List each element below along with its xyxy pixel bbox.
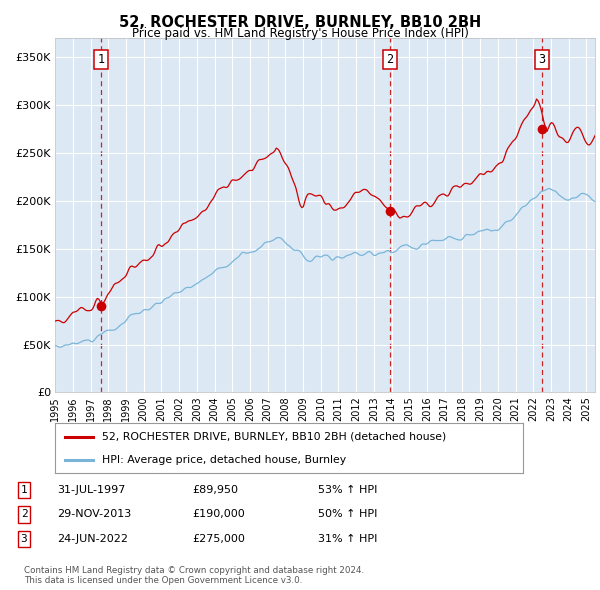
Text: 52, ROCHESTER DRIVE, BURNLEY, BB10 2BH: 52, ROCHESTER DRIVE, BURNLEY, BB10 2BH [119,15,481,30]
Text: 2: 2 [386,53,394,66]
Text: 31% ↑ HPI: 31% ↑ HPI [318,535,377,544]
Text: £275,000: £275,000 [192,535,245,544]
Text: 53% ↑ HPI: 53% ↑ HPI [318,485,377,494]
Text: 2: 2 [20,510,28,519]
Text: 1: 1 [97,53,104,66]
Text: Price paid vs. HM Land Registry's House Price Index (HPI): Price paid vs. HM Land Registry's House … [131,27,469,40]
Text: 50% ↑ HPI: 50% ↑ HPI [318,510,377,519]
Text: 3: 3 [20,535,28,544]
Text: HPI: Average price, detached house, Burnley: HPI: Average price, detached house, Burn… [102,455,346,465]
Text: 24-JUN-2022: 24-JUN-2022 [57,535,128,544]
Text: Contains HM Land Registry data © Crown copyright and database right 2024.
This d: Contains HM Land Registry data © Crown c… [24,566,364,585]
Text: 1: 1 [20,485,28,494]
Text: 52, ROCHESTER DRIVE, BURNLEY, BB10 2BH (detached house): 52, ROCHESTER DRIVE, BURNLEY, BB10 2BH (… [102,431,446,441]
Text: £89,950: £89,950 [192,485,238,494]
Text: 3: 3 [538,53,545,66]
Text: 31-JUL-1997: 31-JUL-1997 [57,485,125,494]
Text: 29-NOV-2013: 29-NOV-2013 [57,510,131,519]
Text: £190,000: £190,000 [192,510,245,519]
